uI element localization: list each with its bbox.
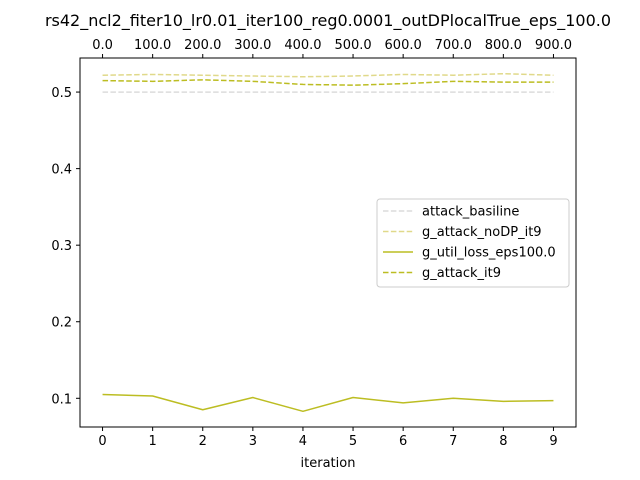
top-x-tick-label: 500.0 [334,38,371,53]
top-x-tick-label: 0.0 [92,38,113,53]
y-axis: 0.1 0.2 0.3 0.4 0.5 [51,86,80,407]
top-x-tick-label: 800.0 [485,38,522,53]
legend-label: attack_basiline [422,205,519,220]
x-axis-top: 0.0 100.0 200.0 300.0 400.0 500.0 600.0 700.0 80… [92,38,572,58]
x-tick-label: 4 [299,434,307,449]
series-lines [102,72,554,413]
series-line-4 [102,79,554,86]
x-tick-label: 3 [249,434,257,449]
legend-label: g_attack_it9 [422,266,501,281]
top-x-tick-label: 700.0 [435,38,472,53]
x-tick-label: 5 [349,434,357,449]
x-tick-label: 9 [549,434,557,449]
y-tick-label: 0.3 [51,239,72,254]
x-tick-label: 7 [449,434,457,449]
series-line-2 [102,72,554,78]
legend-label: g_util_loss_eps100.0 [422,246,556,261]
x-axis-label: iteration [301,456,356,471]
x-tick-label: 6 [399,434,407,449]
legend: attack_basiline g_attack_noDP_it9 g_util_l… [376,198,570,288]
y-tick-label: 0.2 [51,316,72,331]
x-axis-bottom: 0 1 2 3 4 5 6 7 8 9 [98,427,558,449]
top-x-tick-label: 900.0 [535,38,572,53]
top-x-tick-label: 200.0 [184,38,221,53]
series-line-3 [102,393,554,413]
chart-title: rs42_ncl2_fiter10_lr0.01_iter100_reg0.00… [45,11,611,31]
y-tick-label: 0.1 [51,392,72,407]
x-tick-label: 2 [199,434,207,449]
legend-label: g_attack_noDP_it9 [422,225,542,240]
top-x-tick-label: 400.0 [284,38,321,53]
x-tick-label: 8 [499,434,507,449]
y-tick-label: 0.4 [51,163,72,178]
legend-box [376,198,570,288]
top-x-tick-label: 600.0 [385,38,422,53]
top-x-tick-label: 300.0 [234,38,271,53]
y-tick-label: 0.5 [51,86,72,101]
axes-frame [79,57,577,428]
top-x-tick-label: 100.0 [134,38,171,53]
x-tick-label: 1 [149,434,157,449]
x-tick-label: 0 [98,434,106,449]
